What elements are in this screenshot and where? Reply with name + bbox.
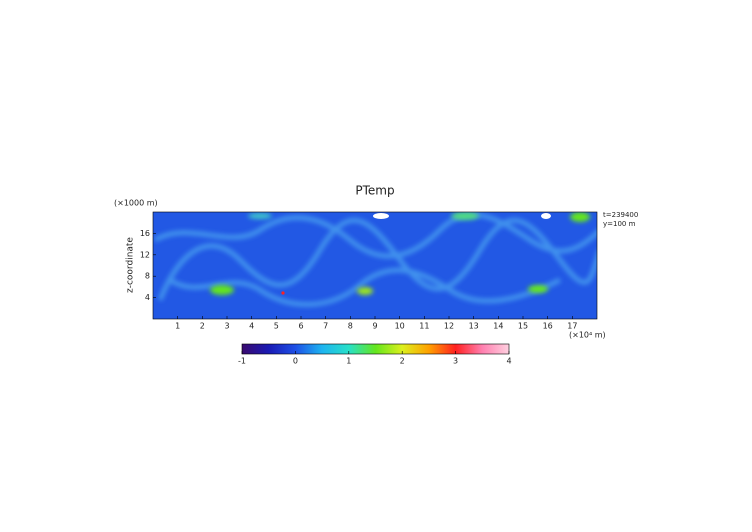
field-texture (373, 213, 389, 219)
x-tick-label: 14 (493, 322, 503, 331)
field-texture (281, 291, 285, 295)
colorbar-tick-label: 0 (293, 357, 298, 366)
x-tick-label: 6 (298, 322, 303, 331)
x-tick-label: 12 (444, 322, 454, 331)
annotation: t=239400 (603, 211, 638, 219)
field-texture (153, 212, 597, 307)
colorbar-tick-label: -1 (238, 357, 246, 366)
field (153, 212, 597, 319)
y-axis-label: z-coordinate (126, 237, 136, 293)
y-tick-label: 8 (145, 272, 150, 281)
x-tick-label: 10 (395, 322, 405, 331)
y-tick-label: 4 (145, 293, 150, 302)
x-tick-label: 13 (469, 322, 479, 331)
x-tick-label: 11 (419, 322, 429, 331)
y-tick-label: 12 (140, 250, 150, 259)
x-tick-label: 9 (372, 322, 377, 331)
x-unit-label: (×10⁴ m) (569, 331, 606, 340)
colorbar (241, 343, 510, 355)
y-tick-label: 16 (140, 229, 150, 238)
colorbar-tick-label: 2 (400, 357, 405, 366)
annotation: y=100 m (603, 220, 636, 228)
x-tick-label: 5 (274, 322, 279, 331)
field-texture (541, 213, 551, 219)
colorbar-tick-label: 1 (346, 357, 351, 366)
y-unit-label: (×1000 m) (114, 199, 158, 208)
x-tick-label: 1 (175, 322, 180, 331)
x-tick-label: 2 (200, 322, 205, 331)
x-tick-label: 15 (518, 322, 528, 331)
x-tick-label: 17 (567, 322, 577, 331)
x-tick-label: 7 (323, 322, 328, 331)
colorbar-tick-label: 3 (453, 357, 458, 366)
x-tick-label: 8 (348, 322, 353, 331)
field-texture (210, 212, 590, 295)
x-tick-label: 16 (543, 322, 553, 331)
chart-title: PTemp (355, 184, 394, 198)
colorbar-tick-label: 4 (506, 357, 511, 366)
x-tick-label: 4 (249, 322, 254, 331)
x-tick-label: 3 (224, 322, 229, 331)
